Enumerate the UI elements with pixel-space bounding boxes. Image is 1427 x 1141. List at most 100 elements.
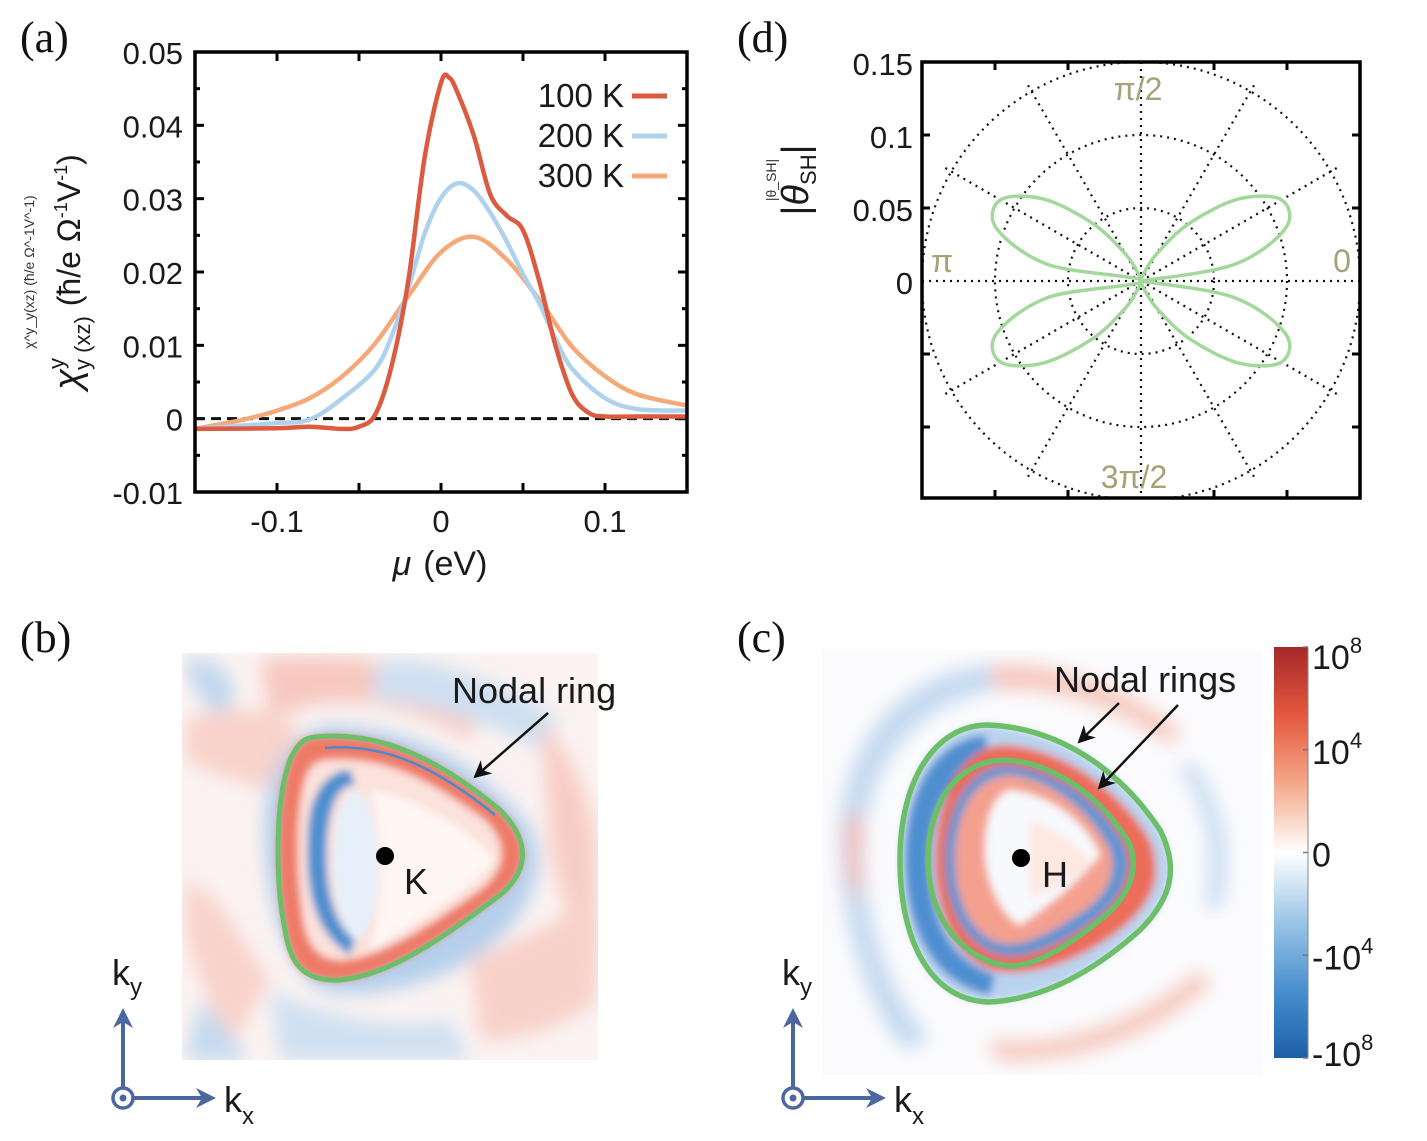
- h-point-marker: [1012, 849, 1030, 867]
- panel-c-heatmap-field: [822, 650, 1262, 1075]
- r-tick-label: 0.1: [870, 120, 913, 155]
- r-tick-label: 0: [896, 266, 913, 301]
- colorbar-label-exponent: 4: [1350, 728, 1362, 753]
- xlabel-symbol: μ: [392, 545, 412, 583]
- nodal-rings-arrow-inner: [1097, 704, 1179, 790]
- y-tick-label: 0.01: [123, 329, 183, 364]
- panel-d-grid: [922, 62, 1360, 498]
- ylabel-bar-right: |: [775, 145, 817, 155]
- panel-d-ylabel: |θSH|: [775, 145, 821, 216]
- colorbar-label-base: 10: [1312, 639, 1350, 677]
- colorbar-gradient: [1274, 647, 1308, 1058]
- series-line-300k: [195, 234, 687, 432]
- k-point-label: K: [404, 861, 428, 902]
- colorbar-label-base: 10: [1312, 734, 1350, 772]
- ylabel-sub: SH: [796, 154, 821, 185]
- y-tick-label: 0: [166, 403, 183, 438]
- panel-label-a: (a): [20, 13, 69, 62]
- ky-label: ky: [782, 952, 812, 1001]
- panel-a-line-chart: -0.01 0 0.01 0.02 0.03 0.04 0.05 -0.1 0 0.1 100 K…: [21, 36, 689, 583]
- colorbar-label-exponent: 8: [1350, 633, 1362, 658]
- x-tick-label: -0.1: [250, 504, 303, 539]
- colorbar-label-base: 0: [1312, 837, 1331, 875]
- h-point-label: H: [1042, 854, 1068, 895]
- ylabel-sub: y (xz): [70, 316, 95, 370]
- y-tick-label: 0.02: [123, 256, 183, 291]
- ylabel-exp1: -1: [51, 202, 71, 218]
- panel-label-c: (c): [737, 613, 786, 662]
- angle-label-90: π/2: [1114, 71, 1163, 107]
- nodal-ring-inner: [925, 757, 1136, 969]
- ylabel-unit-close: ): [51, 154, 87, 165]
- colorbar-label-base: -10: [1312, 1036, 1361, 1074]
- k-axes-indicator-b: ky kx: [111, 952, 254, 1130]
- y-tick-label: 0.05: [123, 36, 183, 71]
- k-point-marker: [376, 847, 394, 865]
- r-tick-label: 0.05: [853, 193, 913, 228]
- ylabel-unit-mid: V: [51, 180, 87, 202]
- nodal-ring-arrow: [473, 712, 549, 779]
- colorbar-label-base: -10: [1312, 939, 1361, 977]
- colorbar-label: 108: [1312, 633, 1362, 677]
- xlabel-unit: (eV): [423, 545, 487, 583]
- legend-label: 200 K: [538, 117, 624, 154]
- panel-a-frame: [193, 50, 689, 494]
- panel-a-tick-labels: -0.01 0 0.01 0.02 0.03 0.04 0.05 -0.1 0 0.1: [112, 36, 626, 539]
- series-line-200k: [195, 180, 687, 432]
- angle-label-180: π: [931, 243, 953, 279]
- y-tick-label: 0.04: [123, 109, 183, 144]
- legend-label: 100 K: [538, 77, 624, 114]
- colorbar-label: 0: [1312, 837, 1331, 875]
- panel-a-xlabel: μ (eV): [392, 545, 488, 583]
- angle-label-270: 3π/2: [1101, 459, 1168, 495]
- panel-d-polar-chart: 00.050.10.15 π/2 0 π 3π/2 |θSH| |θ_SH|: [763, 47, 1362, 500]
- polar-grid-circle: [1066, 206, 1216, 356]
- angle-label-0: 0: [1333, 243, 1351, 279]
- y-tick-label: 0.03: [123, 183, 183, 218]
- panel-a-ylabel-full: χ^y_y(xz) (ħ/e Ω^-1V^-1): [21, 195, 37, 348]
- panel-d-frame: [920, 60, 1362, 500]
- polar-grid-circle: [993, 133, 1289, 429]
- nodal-ring-label: Nodal ring: [452, 670, 616, 711]
- colorbar-label: 104: [1312, 728, 1362, 772]
- ylabel-exp2: -1: [51, 165, 71, 181]
- x-tick-label: 0: [432, 504, 449, 539]
- r-tick-label: 0.15: [853, 47, 913, 82]
- ylabel-sup: y: [44, 358, 69, 369]
- y-tick-label: -0.01: [112, 476, 183, 511]
- legend-label: 300 K: [538, 157, 624, 194]
- nodal-ring-outer: [897, 722, 1174, 1005]
- kx-label: kx: [894, 1079, 924, 1130]
- panel-a-series: [195, 72, 687, 432]
- panel-b-heatmap-field: [182, 653, 598, 1060]
- colorbar-label: -104: [1312, 933, 1373, 977]
- ylabel-theta: θ: [775, 185, 817, 206]
- nodal-rings-arrow-outer: [1077, 702, 1120, 744]
- ky-label: ky: [112, 952, 142, 1001]
- x-tick-label: 0.1: [583, 504, 626, 539]
- k-axes-indicator-c: ky kx: [781, 952, 924, 1130]
- ylabel-bar-left: |: [775, 206, 817, 216]
- nodal-rings-label: Nodal rings: [1054, 659, 1236, 700]
- panel-a-ylabel: χyy (xz)(ħ/e Ω-1V-1): [44, 154, 95, 393]
- panel-d-ylabel-full: |θ_SH|: [763, 159, 779, 201]
- panel-d-ticks: 0 0.05 0.1 0.15: [853, 47, 1360, 498]
- ylabel-chi: χ: [47, 368, 89, 393]
- panel-b-heatmap: K Nodal ring ky kx: [111, 653, 616, 1130]
- colorbar-label-exponent: 8: [1361, 1030, 1373, 1055]
- panel-d-series: [990, 194, 1292, 368]
- panel-label-b: (b): [20, 613, 71, 662]
- nodal-ring: [275, 733, 525, 983]
- ylabel-unit-open: (ħ/e Ω: [51, 218, 87, 306]
- polar-series-line: [990, 194, 1292, 368]
- colorbar-label: -108: [1312, 1030, 1373, 1074]
- kx-label: kx: [224, 1079, 254, 1130]
- series-line-100k: [195, 72, 687, 432]
- panel-label-d: (d): [737, 13, 788, 62]
- colorbar-label-exponent: 4: [1361, 933, 1373, 958]
